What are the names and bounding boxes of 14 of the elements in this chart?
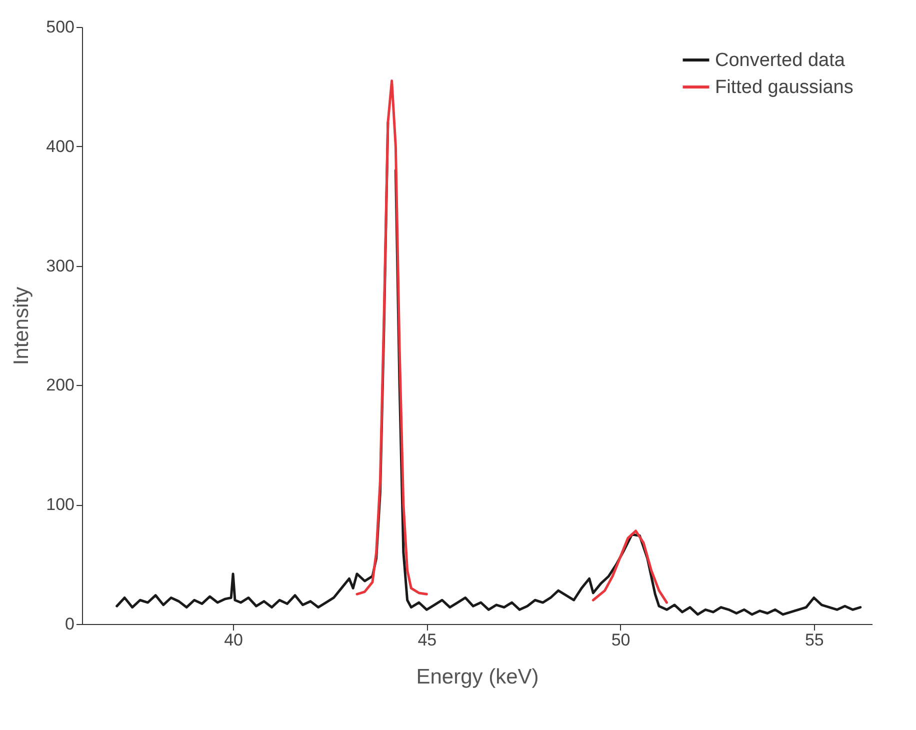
y-tick-label: 200 bbox=[46, 376, 74, 395]
x-tick-label: 40 bbox=[224, 630, 243, 650]
x-tick-label: 50 bbox=[611, 630, 630, 650]
y-tick-label: 100 bbox=[46, 495, 74, 514]
x-tick-label: 45 bbox=[418, 630, 437, 650]
y-tick-label: 500 bbox=[46, 18, 74, 36]
legend-label: Converted data bbox=[715, 50, 846, 71]
y-tick-label: 300 bbox=[46, 256, 74, 276]
y-axis-title: Intensity bbox=[10, 286, 34, 366]
x-axis-title: Energy (keV) bbox=[416, 666, 539, 688]
legend-label: Fitted gaussians bbox=[715, 77, 854, 98]
x-tick-label: 55 bbox=[804, 630, 824, 650]
y-tick-label: 0 bbox=[65, 614, 74, 634]
y-tick-label: 400 bbox=[46, 136, 74, 156]
